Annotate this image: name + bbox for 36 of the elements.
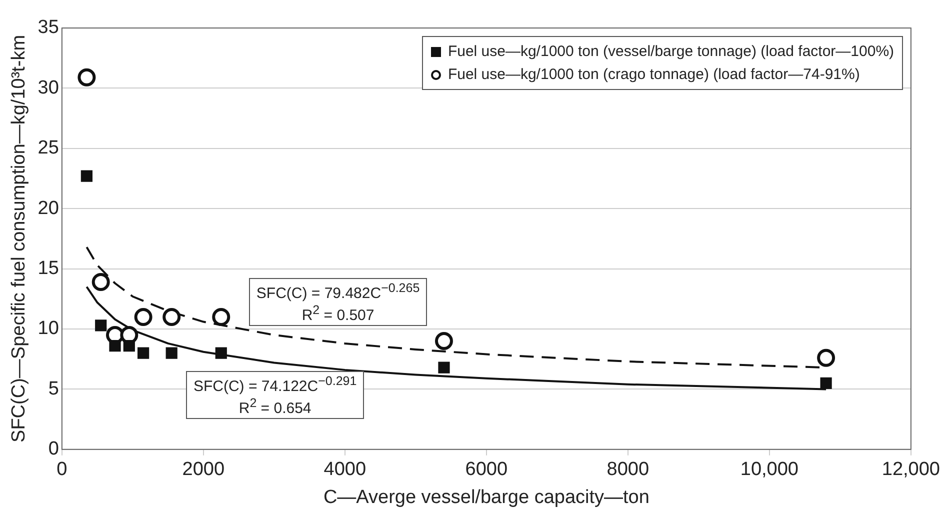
point bbox=[212, 308, 230, 326]
y-tick-label: 10 bbox=[38, 318, 59, 340]
x-tick-label: 8000 bbox=[606, 459, 650, 480]
text: SFC(C) = 79.482C$^{−0.265}$ R$^{2}$ = 0.507 bbox=[256, 281, 420, 324]
point bbox=[434, 332, 453, 350]
y-tick-label: 15 bbox=[38, 258, 59, 280]
x-axis-title: C—Averge vessel/barge capacity—ton bbox=[323, 486, 650, 508]
point bbox=[820, 377, 832, 389]
y-tick-label: 20 bbox=[38, 198, 59, 219]
x-tick-label: 12,000 bbox=[882, 459, 940, 480]
y-tick-label: 25 bbox=[38, 138, 59, 159]
point bbox=[78, 68, 96, 86]
x-tick-label: 4000 bbox=[324, 459, 366, 480]
point bbox=[817, 348, 836, 367]
y-tick-label: 35 bbox=[38, 17, 59, 38]
legend-label: Fuel use—kg/1000 ton (vessel/barge tonnage) (load factor—100%) bbox=[448, 43, 894, 60]
point bbox=[92, 273, 110, 292]
x-tick-label: 6000 bbox=[465, 459, 508, 480]
point bbox=[80, 170, 92, 182]
point bbox=[215, 347, 227, 359]
point bbox=[166, 347, 178, 359]
point bbox=[95, 320, 107, 332]
y-tick-label: 5 bbox=[48, 378, 59, 400]
point bbox=[137, 347, 150, 359]
point bbox=[123, 340, 135, 352]
point bbox=[134, 308, 152, 326]
point bbox=[162, 308, 181, 326]
x-tick-label: 2000 bbox=[182, 459, 225, 480]
x-tick-label: 10,000 bbox=[740, 459, 799, 480]
y-tick-label: 30 bbox=[38, 77, 59, 98]
legend-label: Fuel use—kg/1000 ton (crago tonnage) (load factor—74-91%) bbox=[448, 66, 860, 83]
point bbox=[109, 340, 121, 352]
y-axis-title: SFC(C)—Specific fuel consumption—kg/10³t-km bbox=[8, 34, 30, 442]
point bbox=[438, 362, 450, 374]
text: SFC(C) = 74.122C$^{−0.291}$ R$^{2}$ = 0.654 bbox=[193, 374, 357, 418]
y-tick-label: 0 bbox=[48, 438, 59, 460]
